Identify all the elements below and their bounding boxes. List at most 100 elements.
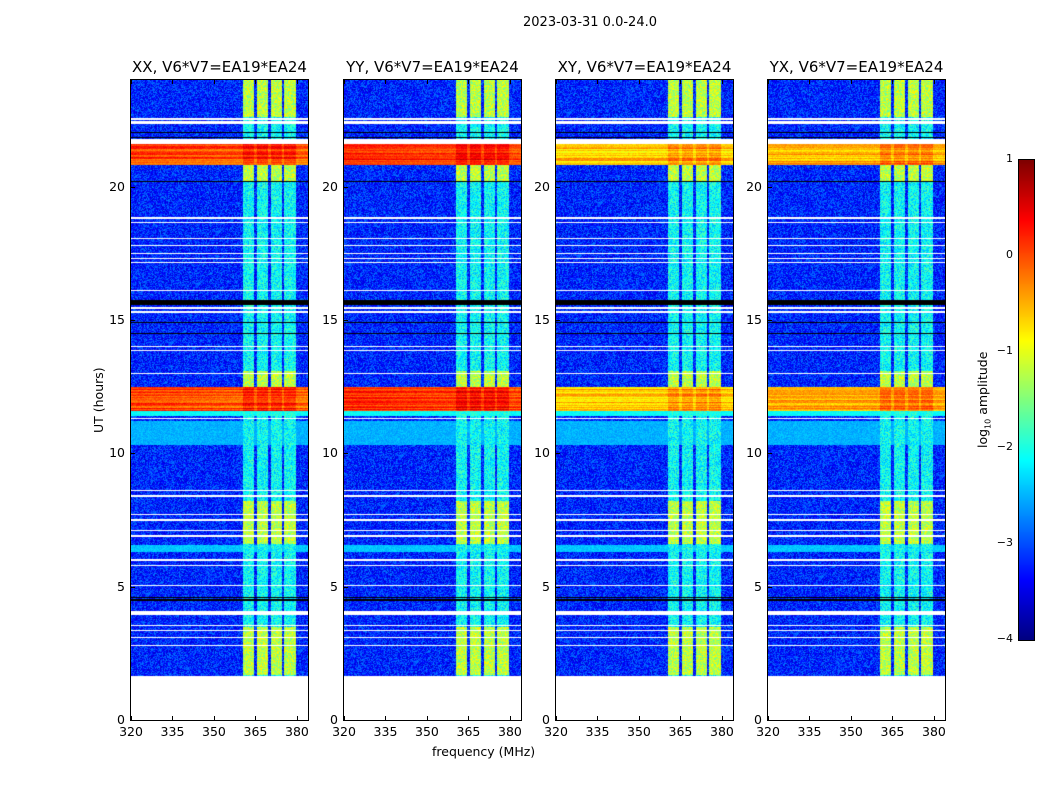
y-tick-mark [344,453,348,455]
x-tick-mark [638,716,640,720]
panel-yy [343,79,522,721]
x-tick-label: 320 [756,724,780,739]
x-tick-mark [850,716,852,720]
y-tick-mark [131,586,135,588]
colorbar-label-main: log [975,428,990,448]
x-tick-mark [556,80,557,84]
x-tick-mark [721,80,723,84]
x-tick-mark [597,716,599,720]
colorbar [1018,159,1035,641]
x-tick-label: 380 [285,724,309,739]
colorbar-label: log10 amplitude [975,352,993,448]
x-tick-mark [680,80,682,84]
x-tick-label: 350 [627,724,651,739]
y-tick-label: 5 [754,578,762,594]
colorbar-tick-label: −3 [996,536,1013,549]
x-tick-mark [892,80,894,84]
x-tick-mark [296,716,298,720]
x-tick-mark [131,716,132,720]
colorbar-label-rest: amplitude [975,351,990,419]
y-tick-label: 5 [117,578,125,594]
y-tick-mark [131,320,135,321]
x-tick-label: 365 [880,724,905,739]
x-tick-label: 350 [839,724,863,739]
panel-title-yy: YY, V6*V7=EA19*EA24 [346,58,519,76]
x-tick-mark [509,80,511,84]
x-tick-mark [344,716,345,720]
x-tick-mark [768,716,769,720]
x-tick-mark [809,80,811,84]
x-tick-label: 335 [160,724,185,739]
panel-xy [555,79,734,721]
y-tick-mark [556,320,560,321]
colorbar-tick-label: −1 [996,344,1013,357]
x-tick-mark [721,716,723,720]
x-tick-label: 365 [243,724,268,739]
x-tick-label: 335 [797,724,822,739]
y-tick-label: 20 [534,178,550,194]
x-tick-mark [509,716,511,720]
x-tick-label: 380 [710,724,734,739]
x-tick-mark [213,716,215,720]
spectrogram-xx [131,80,308,720]
panel-title-yx: YX, V6*V7=EA19*EA24 [769,58,944,76]
y-tick-mark [556,586,560,588]
x-tick-label: 380 [498,724,522,739]
y-tick-mark [556,186,560,188]
y-tick-label: 20 [746,178,762,194]
x-tick-mark [597,80,599,84]
colorbar-tick-label: −2 [996,440,1013,453]
y-tick-label: 20 [322,178,338,194]
x-tick-mark [426,716,428,720]
y-tick-label: 0 [117,712,125,727]
y-tick-label: 20 [109,178,125,194]
y-tick-mark [344,186,348,188]
figure-title: 2023-03-31 0.0-24.0 [523,15,657,30]
y-tick-mark [344,320,348,321]
y-tick-mark [768,186,772,188]
x-tick-mark [255,80,257,84]
y-tick-label: 10 [109,445,125,461]
colorbar-gradient [1019,160,1034,640]
panel-title-xy: XY, V6*V7=EA19*EA24 [557,58,732,76]
x-tick-mark [385,80,387,84]
y-tick-mark [768,320,772,321]
x-tick-mark [172,80,174,84]
y-tick-label: 0 [330,712,338,727]
y-tick-label: 15 [109,312,125,327]
x-tick-mark [468,716,470,720]
y-tick-mark [344,720,348,721]
y-tick-mark [768,453,772,455]
panel-yx [767,79,946,721]
y-tick-label: 10 [534,445,550,461]
y-tick-mark [768,586,772,588]
x-tick-label: 320 [544,724,568,739]
y-axis-label: UT (hours) [91,367,106,433]
x-tick-label: 335 [373,724,398,739]
x-tick-mark [385,716,387,720]
spectrogram-yy [344,80,521,720]
x-tick-mark [638,80,640,84]
x-tick-mark [344,80,345,84]
y-tick-label: 0 [542,712,550,727]
x-tick-mark [131,80,132,84]
x-tick-mark [680,716,682,720]
spectrogram-yx [768,80,945,720]
y-tick-label: 5 [542,578,550,594]
y-tick-mark [768,720,772,721]
panel-title-xx: XX, V6*V7=EA19*EA24 [132,58,307,76]
x-tick-mark [556,716,557,720]
colorbar-tick-label: 1 [1006,152,1013,165]
y-tick-label: 10 [746,445,762,461]
colorbar-label-sub: 10 [983,418,993,429]
x-tick-mark [892,716,894,720]
y-tick-mark [344,586,348,588]
x-tick-label: 320 [332,724,356,739]
x-tick-label: 335 [585,724,610,739]
x-tick-mark [255,716,257,720]
x-tick-mark [296,80,298,84]
x-tick-label: 380 [922,724,946,739]
y-tick-mark [131,186,135,188]
x-tick-mark [933,716,935,720]
colorbar-tick-label: −4 [996,632,1013,645]
